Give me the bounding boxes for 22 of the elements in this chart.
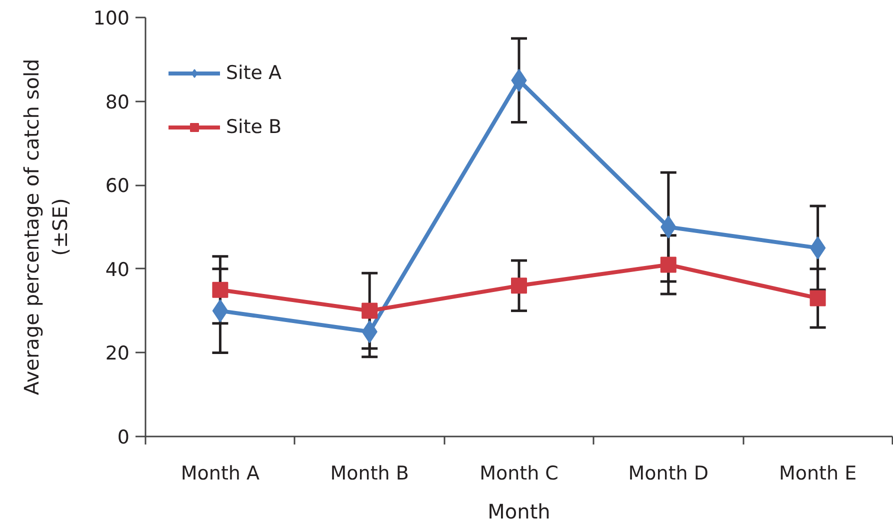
- x-tick-label: Month C: [480, 462, 558, 484]
- x-tick-label: Month A: [180, 462, 260, 484]
- point: [511, 278, 527, 294]
- y-tick-label: 40: [105, 258, 130, 281]
- y-tick-label: 0: [117, 426, 130, 448]
- point: [810, 290, 826, 306]
- y-tick-label: 60: [105, 175, 130, 198]
- y-axis-title: Average percentage of catch sold (±SE): [19, 58, 72, 396]
- legend-label: Site A: [226, 62, 282, 84]
- y-tick-label: 20: [105, 342, 130, 365]
- point: [660, 256, 676, 273]
- y-tick-label: 100: [93, 8, 130, 30]
- x-tick-label: Month D: [628, 462, 709, 484]
- x-tick-label: Month E: [779, 462, 857, 484]
- point: [810, 236, 826, 260]
- point: [212, 299, 228, 322]
- point: [212, 282, 228, 298]
- x-axis-title: Month: [488, 500, 550, 524]
- point: [362, 302, 378, 319]
- y-tick-label: 80: [105, 91, 130, 114]
- x-tick-label: Month B: [330, 462, 409, 484]
- legend-label: Site B: [226, 116, 282, 138]
